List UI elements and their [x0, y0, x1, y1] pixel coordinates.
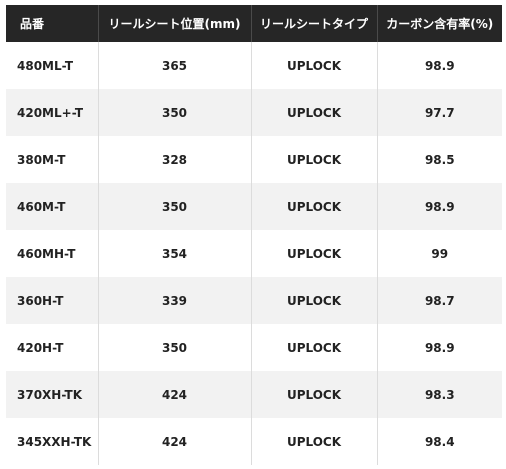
cell-model-number: 480ML-T — [6, 42, 99, 89]
cell-carbon-content: 98.4 — [377, 418, 502, 465]
table-body: 480ML-T 365 UPLOCK 98.9 420ML+-T 350 UPL… — [6, 42, 502, 465]
spec-table: 品番 リールシート位置(mm) リールシートタイプ カーボン含有率(%) 480… — [6, 5, 502, 465]
cell-reel-seat-type: UPLOCK — [251, 418, 378, 465]
cell-model-number: 460M-T — [6, 183, 99, 230]
table-row: 480ML-T 365 UPLOCK 98.9 — [6, 42, 502, 89]
cell-model-number: 370XH-TK — [6, 371, 99, 418]
cell-reel-seat-position: 365 — [98, 42, 252, 89]
cell-reel-seat-type: UPLOCK — [251, 136, 378, 183]
cell-model-number: 420ML+-T — [6, 89, 99, 136]
cell-reel-seat-position: 350 — [98, 324, 252, 371]
table-row: 380M-T 328 UPLOCK 98.5 — [6, 136, 502, 183]
table-row: 420H-T 350 UPLOCK 98.9 — [6, 324, 502, 371]
cell-reel-seat-type: UPLOCK — [251, 277, 378, 324]
table-row: 360H-T 339 UPLOCK 98.7 — [6, 277, 502, 324]
cell-reel-seat-type: UPLOCK — [251, 324, 378, 371]
table-row: 460M-T 350 UPLOCK 98.9 — [6, 183, 502, 230]
cell-model-number: 345XXH-TK — [6, 418, 99, 465]
cell-reel-seat-type: UPLOCK — [251, 183, 378, 230]
cell-reel-seat-position: 339 — [98, 277, 252, 324]
header-carbon-content: カーボン含有率(%) — [377, 5, 502, 42]
cell-carbon-content: 99 — [377, 230, 502, 277]
cell-model-number: 380M-T — [6, 136, 99, 183]
table-header: 品番 リールシート位置(mm) リールシートタイプ カーボン含有率(%) — [6, 5, 502, 42]
cell-reel-seat-type: UPLOCK — [251, 42, 378, 89]
table-row: 370XH-TK 424 UPLOCK 98.3 — [6, 371, 502, 418]
cell-reel-seat-position: 350 — [98, 183, 252, 230]
cell-carbon-content: 98.9 — [377, 183, 502, 230]
cell-model-number: 360H-T — [6, 277, 99, 324]
header-reel-seat-type: リールシートタイプ — [251, 5, 378, 42]
cell-reel-seat-position: 424 — [98, 371, 252, 418]
cell-carbon-content: 98.9 — [377, 42, 502, 89]
cell-reel-seat-type: UPLOCK — [251, 89, 378, 136]
cell-carbon-content: 97.7 — [377, 89, 502, 136]
header-row: 品番 リールシート位置(mm) リールシートタイプ カーボン含有率(%) — [6, 5, 502, 42]
header-model-number: 品番 — [6, 5, 99, 42]
table-row: 460MH-T 354 UPLOCK 99 — [6, 230, 502, 277]
cell-reel-seat-position: 424 — [98, 418, 252, 465]
cell-reel-seat-position: 328 — [98, 136, 252, 183]
table-row: 420ML+-T 350 UPLOCK 97.7 — [6, 89, 502, 136]
cell-reel-seat-type: UPLOCK — [251, 371, 378, 418]
cell-model-number: 420H-T — [6, 324, 99, 371]
table-row: 345XXH-TK 424 UPLOCK 98.4 — [6, 418, 502, 465]
cell-reel-seat-type: UPLOCK — [251, 230, 378, 277]
cell-reel-seat-position: 354 — [98, 230, 252, 277]
cell-carbon-content: 98.9 — [377, 324, 502, 371]
cell-carbon-content: 98.3 — [377, 371, 502, 418]
header-reel-seat-position: リールシート位置(mm) — [98, 5, 252, 42]
cell-model-number: 460MH-T — [6, 230, 99, 277]
cell-reel-seat-position: 350 — [98, 89, 252, 136]
cell-carbon-content: 98.5 — [377, 136, 502, 183]
cell-carbon-content: 98.7 — [377, 277, 502, 324]
